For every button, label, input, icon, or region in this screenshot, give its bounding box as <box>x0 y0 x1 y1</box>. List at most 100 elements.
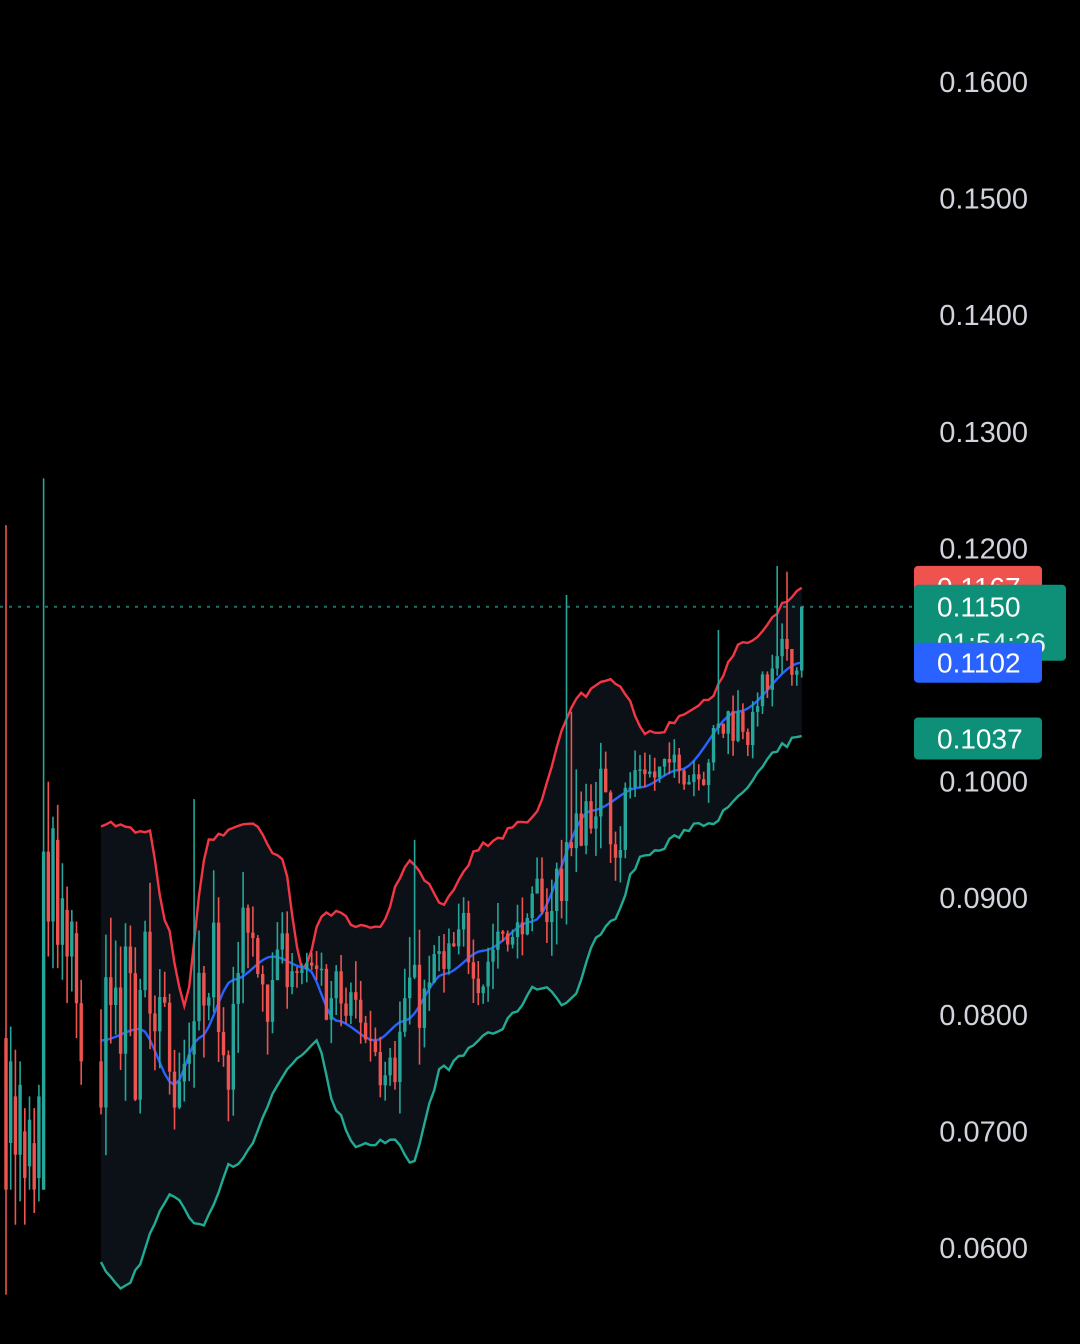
candle <box>285 911 289 1009</box>
y-tick-label: 0.1200 <box>939 533 1028 565</box>
candle-body <box>363 1022 368 1040</box>
candle <box>608 790 613 863</box>
candle <box>79 979 83 1085</box>
price-axis: 0.1600 0.1500 0.1400 0.1300 0.1200 0.1000 0.09… <box>939 67 1028 1265</box>
candle <box>697 764 701 791</box>
candle-body <box>133 973 137 1100</box>
candle <box>9 1026 13 1190</box>
candle <box>344 987 348 1024</box>
candle-body <box>653 771 657 778</box>
candle <box>182 1039 186 1102</box>
candle <box>236 941 240 1053</box>
candle-body <box>212 922 216 998</box>
lower-band-line <box>99 734 802 1291</box>
candle-body <box>275 949 280 980</box>
candle-body <box>295 971 299 973</box>
candle-body <box>192 1021 196 1055</box>
lower-band-label: 0.1037 <box>914 717 1042 760</box>
candle <box>555 862 559 945</box>
candle <box>270 952 275 1034</box>
bollinger-bands <box>99 586 803 1291</box>
candle-body <box>246 907 250 933</box>
candle <box>481 984 485 1004</box>
candle <box>613 831 618 881</box>
candle <box>800 606 804 678</box>
candle <box>790 649 794 686</box>
candle <box>540 857 544 915</box>
candle <box>207 992 211 1021</box>
candle-body <box>726 711 730 734</box>
candle-body <box>187 1054 191 1064</box>
candle <box>334 965 338 1015</box>
candle <box>314 951 319 980</box>
candle <box>378 1036 382 1098</box>
candle-body <box>638 769 642 771</box>
candle-body <box>280 933 284 950</box>
candle <box>118 946 123 1070</box>
candle-body <box>172 1071 177 1108</box>
candle-body <box>123 946 128 1054</box>
candle <box>770 654 774 707</box>
candle <box>202 966 206 1058</box>
candle-body <box>251 932 255 939</box>
candle-body <box>510 937 515 945</box>
candle-body <box>613 844 618 858</box>
candle <box>373 1027 378 1057</box>
candle-body <box>643 769 647 775</box>
candle <box>46 781 50 957</box>
candle-body <box>408 977 412 999</box>
candle <box>432 945 436 984</box>
candle <box>638 754 642 789</box>
candle-body <box>692 774 696 782</box>
candle <box>261 965 265 1012</box>
candlesticks <box>4 478 804 1295</box>
candle <box>339 955 343 1027</box>
candle <box>363 1015 368 1044</box>
candle <box>726 710 730 755</box>
lower-band-value: 0.1037 <box>937 724 1023 755</box>
candle <box>221 1007 226 1067</box>
candle <box>349 982 353 1025</box>
candle-body <box>628 787 632 790</box>
candle <box>491 923 495 990</box>
candle <box>163 971 167 1007</box>
candle <box>226 1050 231 1122</box>
candle <box>780 623 784 674</box>
candle <box>212 870 216 1013</box>
candle-body <box>471 962 476 979</box>
y-tick-label: 0.1000 <box>939 767 1028 799</box>
candle <box>403 968 407 1037</box>
candle-body <box>731 711 735 741</box>
candle-body <box>138 990 142 1100</box>
candle-body <box>177 1081 182 1108</box>
candle-body <box>207 997 211 1006</box>
candle-body <box>368 1039 373 1041</box>
candle-body <box>18 1084 22 1155</box>
candle-body <box>604 768 608 793</box>
candle-body <box>158 997 162 1032</box>
candle-body <box>736 711 740 741</box>
price-labels: 0.1167 0.1150 01:54:26 0.1102 0.1037 <box>0 565 1066 760</box>
candle-body <box>800 606 804 671</box>
candle-body <box>403 998 407 1032</box>
candle <box>623 782 627 859</box>
candle <box>530 886 534 932</box>
candle-body <box>65 909 69 957</box>
candle <box>550 879 554 956</box>
candle <box>231 966 235 1116</box>
candle-body <box>349 992 353 1016</box>
candle-body <box>662 759 667 767</box>
candle-body <box>706 762 711 785</box>
candle-body <box>4 1038 8 1190</box>
candle <box>599 742 603 849</box>
candle-body <box>79 1003 83 1062</box>
candle <box>760 671 765 714</box>
candle-body <box>99 1061 103 1108</box>
candle <box>721 723 725 739</box>
candle-body <box>9 1061 13 1143</box>
middle-band-value: 0.1102 <box>937 648 1021 679</box>
candle <box>510 929 515 949</box>
candle <box>506 930 510 952</box>
candle-body <box>74 933 79 1004</box>
